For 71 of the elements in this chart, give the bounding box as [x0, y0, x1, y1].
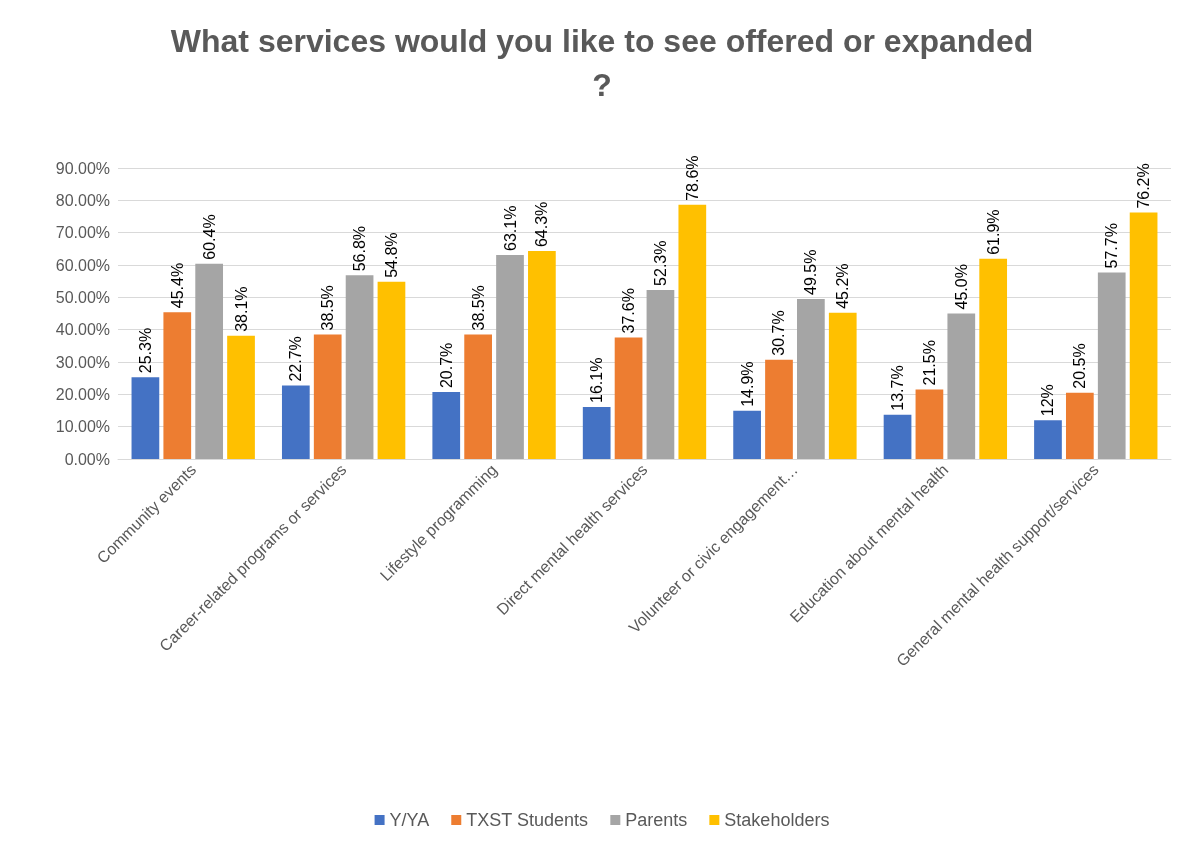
data-label: 38.5% — [469, 285, 487, 331]
legend-label: Y/YA — [389, 810, 430, 830]
bar — [614, 337, 643, 459]
bar — [979, 258, 1008, 459]
bar — [377, 281, 406, 459]
bar — [733, 410, 761, 459]
data-label: 16.1% — [588, 357, 606, 403]
bar — [765, 359, 793, 459]
bar — [195, 263, 224, 459]
bar — [227, 335, 255, 459]
data-label: 20.5% — [1071, 343, 1089, 389]
y-tick-label: 50.00% — [55, 288, 110, 306]
bar — [582, 406, 611, 459]
y-tick-label: 70.00% — [55, 224, 110, 242]
bar — [464, 334, 492, 459]
data-label: 22.7% — [287, 336, 305, 382]
bar — [828, 312, 857, 459]
bar — [313, 334, 342, 459]
y-tick-label: 10.00% — [55, 418, 110, 436]
y-tick-label: 0.00% — [64, 450, 110, 468]
bar — [915, 389, 944, 459]
bar — [947, 313, 976, 459]
bar — [163, 312, 192, 459]
data-label: 56.8% — [351, 225, 369, 272]
data-label: 52.3% — [651, 240, 669, 286]
legend-label: TXST Students — [466, 810, 588, 830]
data-label: 25.3% — [136, 327, 154, 374]
data-label: 21.5% — [920, 340, 938, 386]
bar — [1129, 212, 1158, 459]
data-label: 60.4% — [200, 214, 218, 260]
data-label: 76.2% — [1135, 163, 1153, 209]
data-label: 20.7% — [437, 342, 455, 389]
data-label: 57.7% — [1103, 223, 1121, 269]
chart-title: What services would you like to see offered or expanded? — [170, 23, 1034, 103]
data-label: 38.5% — [319, 285, 337, 331]
data-label: 61.9% — [984, 209, 1002, 255]
data-label: 12% — [1039, 384, 1057, 417]
bar — [1034, 420, 1062, 459]
data-label: 64.3% — [533, 201, 551, 248]
data-label: 14.9% — [738, 361, 756, 407]
data-label: 30.7% — [770, 310, 788, 356]
data-label: 13.7% — [889, 365, 907, 411]
bar — [1065, 392, 1094, 459]
bar — [432, 392, 461, 459]
y-tick-label: 40.00% — [55, 321, 110, 339]
y-tick-label: 80.00% — [55, 191, 110, 209]
bar — [1097, 272, 1126, 459]
bar — [883, 414, 912, 459]
data-label: 45.0% — [952, 264, 970, 310]
bar — [496, 254, 524, 459]
bar — [131, 377, 160, 459]
bar — [528, 251, 556, 459]
data-label: 49.5% — [802, 249, 820, 295]
data-label: 38.1% — [232, 286, 250, 332]
bar — [678, 204, 707, 459]
data-label: 54.8% — [382, 232, 400, 278]
data-label: 45.4% — [168, 262, 186, 309]
y-tick-label: 20.00% — [55, 385, 110, 403]
bar — [345, 275, 374, 459]
data-label: 37.6% — [620, 288, 638, 334]
bar — [646, 289, 675, 459]
data-label: 45.2% — [834, 263, 852, 309]
legend-label: Parents — [625, 810, 688, 830]
bar — [281, 385, 310, 459]
y-tick-label: 60.00% — [55, 256, 110, 274]
data-label: 63.1% — [501, 205, 519, 251]
y-tick-label: 90.00% — [55, 159, 110, 177]
data-label: 78.6% — [683, 155, 701, 201]
bar — [797, 298, 825, 459]
legend-label: Stakeholders — [724, 810, 830, 830]
y-tick-label: 30.00% — [55, 353, 110, 371]
